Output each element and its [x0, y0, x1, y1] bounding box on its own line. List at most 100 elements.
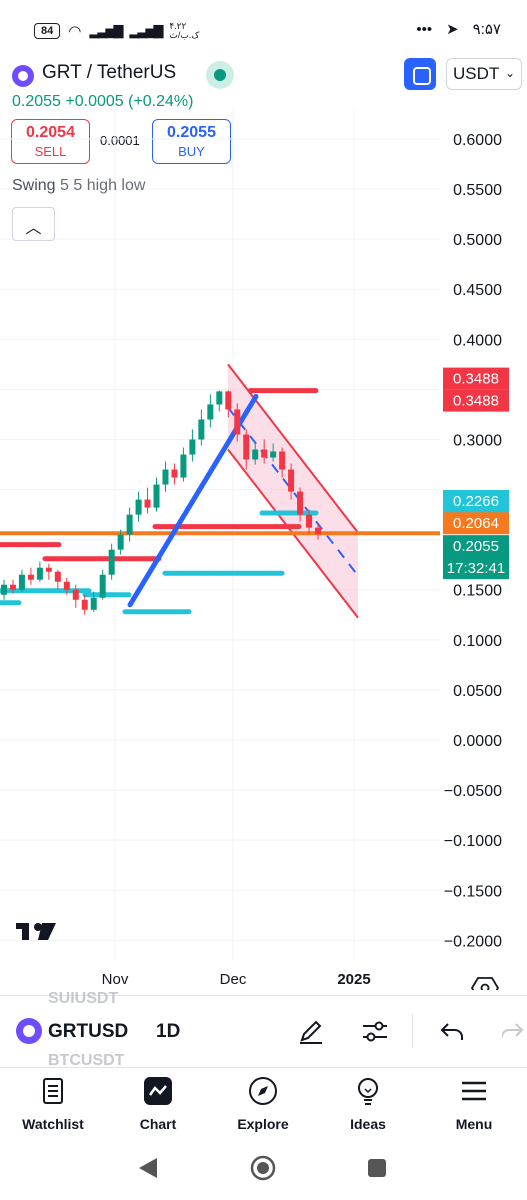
price-label-group: 0.3488 — [443, 367, 509, 390]
system-navigation — [139, 1155, 386, 1181]
sell-button[interactable]: 0.2054 SELL — [11, 119, 90, 164]
home-icon-dot — [257, 1162, 269, 1174]
price-label-bg — [443, 535, 509, 580]
candle-body — [234, 409, 241, 435]
candle-body — [81, 599, 88, 610]
price-axis-tick: 0.1000 — [453, 633, 502, 650]
signal-icon: ▂▃▅▇ — [89, 23, 123, 38]
settings-sliders-icon[interactable] — [360, 1016, 390, 1046]
lightbulb-icon — [358, 1078, 378, 1105]
chevron-down-icon: ⌄ — [504, 66, 515, 80]
candle-body — [72, 589, 79, 600]
candle-body — [36, 567, 43, 580]
sell-label: SELL — [34, 144, 67, 159]
price-axis-tick: −0.0500 — [444, 783, 502, 800]
price-label-bg — [443, 389, 509, 412]
candle-body — [126, 514, 133, 535]
nav-menu[interactable]: Menu — [429, 1076, 519, 1132]
send-icon: ➤ — [446, 21, 459, 38]
ticker-bar: SUIUSDT GRTUSD BTCUSDT 1D — [0, 990, 527, 1069]
price-axis-tick: 0.0000 — [453, 733, 502, 750]
symbol-header: GRT / TetherUS USDT ⌄ — [0, 56, 527, 92]
nav-menu-label: Menu — [455, 1116, 493, 1132]
logo-stem — [22, 923, 29, 940]
price-axis-tick: −0.1500 — [444, 883, 502, 900]
candle-body — [306, 514, 313, 528]
countdown-label: 17:32:41 — [447, 560, 505, 577]
price-axis-tick: 0.4500 — [453, 282, 502, 299]
nav-chart[interactable]: Chart — [113, 1076, 203, 1132]
axis-settings-icon — [470, 977, 500, 990]
currency-label: USDT — [453, 64, 500, 83]
indicator-legend[interactable]: Swing 5 5 high low — [12, 177, 145, 195]
candle-body — [144, 499, 151, 508]
price-label-bg — [443, 512, 509, 535]
indicator-name: Swing — [12, 177, 56, 194]
candle-body — [54, 571, 61, 582]
price-chart[interactable]: 0.6000 0.5500 0.5000 0.4500 0.4000 0.3000 0.15… — [0, 110, 527, 990]
candle-body — [216, 391, 223, 405]
price-axis-tick: 0.5500 — [453, 182, 502, 199]
nav-watchlist-label: Watchlist — [22, 1116, 84, 1132]
recents-icon[interactable] — [368, 1159, 386, 1177]
candle-body — [189, 439, 196, 455]
candle-body — [297, 491, 304, 515]
nav-explore-label: Explore — [237, 1116, 289, 1132]
logo-dot — [34, 923, 42, 931]
logo-wedge — [38, 923, 56, 940]
price-axis-tick: 0.0500 — [453, 683, 502, 700]
candle-body — [288, 469, 295, 492]
candle-body — [225, 391, 232, 410]
time-axis-tick: Dec — [220, 971, 247, 988]
pencil-icon[interactable] — [296, 1016, 326, 1046]
candle-body — [45, 567, 52, 572]
candle-body — [108, 549, 115, 575]
back-icon[interactable] — [139, 1158, 157, 1178]
hamburger-menu-icon — [462, 1081, 486, 1101]
candle-body — [9, 584, 16, 590]
redo-icon[interactable] — [502, 1016, 527, 1046]
price-label-group: 0.2064 — [443, 512, 509, 535]
nav-ideas[interactable]: Ideas — [323, 1076, 413, 1132]
home-icon[interactable] — [250, 1155, 276, 1181]
candle-body — [252, 449, 259, 460]
market-open-icon[interactable] — [206, 61, 234, 89]
ghost-symbol-above: SUIUSDT — [48, 990, 119, 1007]
indicator-params: 5 5 high low — [60, 177, 146, 194]
currency-select[interactable]: USDT ⌄ — [446, 58, 522, 90]
symbol-title[interactable]: GRT / TetherUS — [42, 62, 177, 83]
price-axis-tick: −0.2000 — [444, 933, 502, 950]
ticker-symbol[interactable]: GRTUSD — [48, 1021, 129, 1042]
price-label-group: 0.2266 — [443, 490, 509, 513]
candle-body — [180, 454, 187, 478]
interval-select[interactable]: 1D — [156, 1021, 181, 1042]
price-label-bg — [443, 490, 509, 513]
price-label: 0.3488 — [453, 393, 499, 410]
candle-body — [171, 469, 178, 478]
candle-body — [1, 584, 7, 595]
price-label: 0.3488 — [453, 371, 499, 388]
toolbar-divider — [412, 1014, 413, 1048]
candle-body — [18, 574, 25, 590]
battery-indicator: 84 — [34, 23, 61, 39]
price-axis-tick: 0.3000 — [453, 432, 502, 449]
price-change: 0.2055 +0.0005 (+0.24%) — [12, 93, 194, 110]
nav-explore[interactable]: Explore — [218, 1076, 308, 1132]
price-axis-tick: 0.4000 — [453, 332, 502, 349]
candle-body — [117, 534, 124, 550]
sell-price: 0.2054 — [26, 124, 75, 141]
collapse-legend-button[interactable]: ︿ — [12, 207, 55, 241]
spread-value: 0.0001 — [100, 133, 140, 148]
chart-icon — [144, 1077, 172, 1105]
buy-button[interactable]: 0.2055 BUY — [152, 119, 231, 164]
carrier-text: ۴.۲۲ ک.ب/ث — [169, 21, 200, 40]
nav-ideas-label: Ideas — [350, 1116, 386, 1132]
price-label-group: 0.2055 17:32:41 — [443, 535, 509, 580]
nav-watchlist[interactable]: Watchlist — [8, 1076, 98, 1132]
price-label: 0.2266 — [453, 493, 499, 510]
axis-settings-icon-dot — [480, 983, 490, 990]
candle-body — [135, 499, 142, 515]
buy-label: BUY — [178, 144, 205, 159]
sync-icon[interactable] — [404, 58, 436, 90]
undo-icon[interactable] — [438, 1016, 466, 1046]
